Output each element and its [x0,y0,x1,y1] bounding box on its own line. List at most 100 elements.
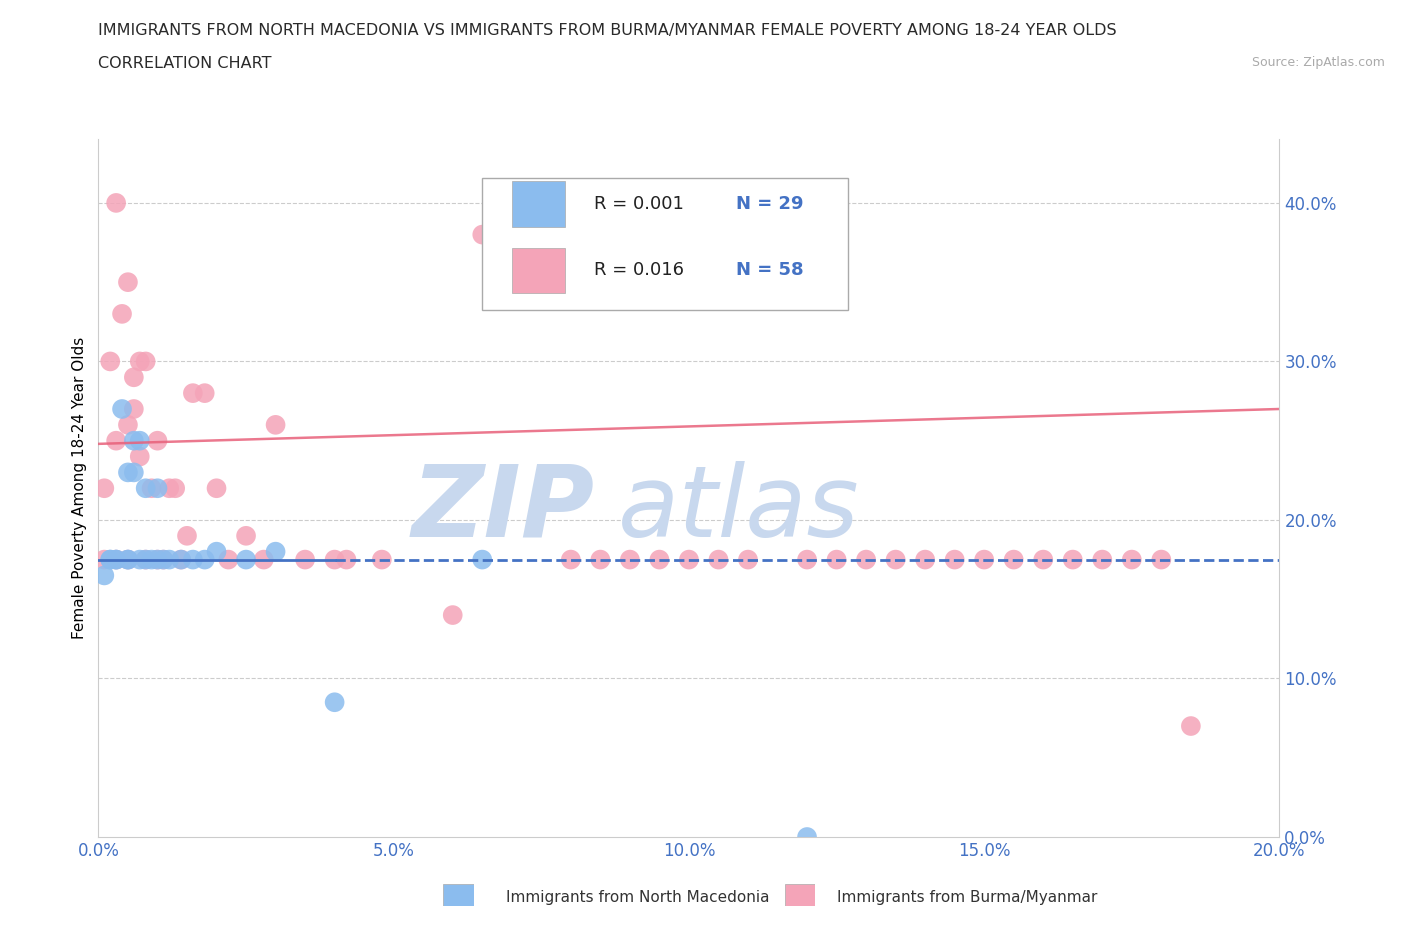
Point [253,552,276,567]
Point [335,552,357,567]
Point [128,433,150,448]
Point [135,552,157,567]
Text: N = 29: N = 29 [737,195,804,213]
Text: CORRELATION CHART: CORRELATION CHART [98,56,271,71]
Point [93,552,115,567]
Point [117,274,139,289]
Point [1180,719,1202,734]
Point [294,552,316,567]
Point [264,418,287,432]
Point [105,552,128,567]
Point [122,402,145,417]
Point [117,418,139,432]
Point [371,552,394,567]
Text: IMMIGRANTS FROM NORTH MACEDONIA VS IMMIGRANTS FROM BURMA/MYANMAR FEMALE POVERTY : IMMIGRANTS FROM NORTH MACEDONIA VS IMMIG… [98,23,1116,38]
Point [1121,552,1143,567]
Point [205,544,228,559]
Point [146,433,169,448]
Point [884,552,907,567]
Bar [512,181,565,227]
Point [152,552,174,567]
Point [855,552,877,567]
Point [128,449,150,464]
Point [1091,552,1114,567]
Point [105,552,128,567]
Point [165,481,187,496]
Point [128,552,150,567]
Point [181,552,204,567]
Point [796,552,818,567]
Text: R = 0.001: R = 0.001 [595,195,685,213]
Point [194,552,217,567]
Point [135,481,157,496]
Point [205,481,228,496]
Point [560,552,582,567]
Point [170,552,193,567]
Point [235,528,257,543]
Point [441,607,464,622]
Point [170,552,193,567]
Point [117,552,139,567]
Point [152,552,174,567]
Point [194,386,217,401]
Point [93,481,115,496]
Point [589,552,612,567]
Point [135,354,157,369]
Point [648,552,671,567]
Y-axis label: Female Poverty Among 18-24 Year Olds: Female Poverty Among 18-24 Year Olds [72,338,87,640]
Point [1032,552,1054,567]
Point [111,306,134,321]
Text: N = 58: N = 58 [737,261,804,279]
Point [181,386,204,401]
Point [264,544,287,559]
Text: Source: ZipAtlas.com: Source: ZipAtlas.com [1251,56,1385,69]
Point [217,552,239,567]
Point [146,481,169,496]
Point [117,552,139,567]
Point [176,528,198,543]
Point [117,552,139,567]
Point [105,552,128,567]
Point [619,552,641,567]
Text: ZIP: ZIP [412,460,595,558]
Point [678,552,700,567]
Text: atlas: atlas [619,460,859,558]
Point [825,552,848,567]
Point [122,465,145,480]
Point [141,481,163,496]
Point [323,695,346,710]
Point [146,552,169,567]
Text: Immigrants from Burma/Myanmar: Immigrants from Burma/Myanmar [837,890,1097,905]
Point [105,195,128,210]
Point [1002,552,1025,567]
FancyBboxPatch shape [482,178,848,311]
Point [128,354,150,369]
Bar [512,247,565,293]
Point [1150,552,1173,567]
Point [914,552,936,567]
Point [323,552,346,567]
Point [98,354,121,369]
Text: Immigrants from North Macedonia: Immigrants from North Macedonia [506,890,769,905]
Point [93,568,115,583]
Text: R = 0.016: R = 0.016 [595,261,685,279]
Point [943,552,966,567]
Point [235,552,257,567]
Point [973,552,995,567]
Point [146,552,169,567]
Point [135,552,157,567]
Point [105,433,128,448]
Point [122,370,145,385]
Point [157,552,180,567]
Point [471,227,494,242]
Point [471,552,494,567]
Point [98,552,121,567]
Point [737,552,759,567]
Point [117,465,139,480]
Point [1062,552,1084,567]
Point [707,552,730,567]
Point [111,402,134,417]
Point [157,481,180,496]
Point [122,433,145,448]
Point [98,552,121,567]
